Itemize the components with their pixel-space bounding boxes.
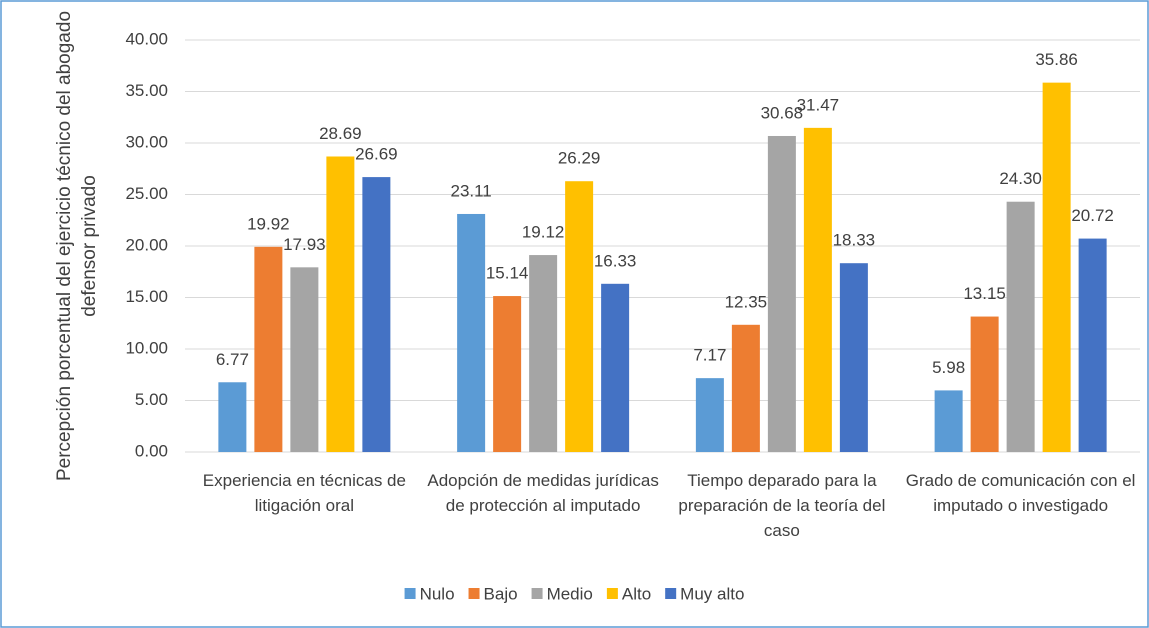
data-label: 16.33 [594,251,637,270]
data-label: 26.29 [558,149,601,168]
data-label: 19.12 [522,223,565,242]
bar [290,267,319,452]
data-label: 13.15 [963,284,1006,303]
legend: Nulo Bajo Medio Alto Muy alto [404,584,744,603]
legend-swatch [468,588,480,599]
bar [934,390,963,452]
legend-swatch [606,588,618,599]
data-label: 26.69 [355,145,398,164]
x-tick-label: Experiencia en técnicas de litigación ora… [203,471,406,515]
bar [1042,82,1071,452]
data-label: 31.47 [797,95,840,114]
legend-swatch [404,588,416,599]
bar [970,316,999,452]
data-label: 20.72 [1071,206,1114,225]
bar [695,378,724,452]
legend-label: Alto [622,584,651,603]
bar [529,255,558,452]
legend-swatch [665,588,677,599]
data-label: 35.86 [1035,50,1078,69]
data-label: 30.68 [761,103,804,122]
data-label: 12.35 [725,292,768,311]
bar [601,283,630,452]
data-label: 5.98 [932,358,965,377]
data-label: 18.33 [833,231,876,250]
legend-label: Bajo [484,584,518,603]
bar [731,324,760,452]
bar [565,181,594,452]
bar [218,382,247,452]
bar [457,213,486,452]
x-tick-label: Grado de comunicación con el imputado o i… [906,471,1136,515]
data-label: 24.30 [999,169,1042,188]
y-tick-label: 15.00 [125,287,168,306]
y-tick-label: 35.00 [125,81,168,100]
bar [839,263,868,452]
bar [803,127,832,452]
y-tick-label: 20.00 [125,235,168,254]
y-tick-label: 10.00 [125,338,168,357]
bar [254,246,283,452]
bar [362,177,391,452]
x-tick-label: Tiempo deparado para la preparación de la… [678,471,885,540]
y-tick-label: 30.00 [125,132,168,151]
legend-swatch [531,588,543,599]
data-label: 6.77 [216,350,249,369]
bar [1078,238,1107,452]
legend-label: Muy alto [680,584,744,603]
y-axis-label: Percepción porcentual del ejercicio técn… [54,11,100,481]
legend-label: Nulo [420,584,455,603]
y-tick-label: 0.00 [135,441,168,460]
legend-label: Medio [547,584,593,603]
bar [493,296,522,452]
data-label: 17.93 [283,235,326,254]
data-label: 19.92 [247,214,290,233]
data-label: 15.14 [486,264,529,283]
y-tick-label: 40.00 [125,29,168,48]
x-tick-label: Adopción de medidas jurídicas de protecci… [427,471,659,515]
bar [1006,201,1035,452]
bar [326,156,355,453]
y-tick-label: 5.00 [135,390,168,409]
y-tick-label: 25.00 [125,184,168,203]
data-label: 23.11 [450,181,491,200]
data-label: 28.69 [319,124,362,143]
data-label: 7.17 [693,346,726,365]
bar [767,135,796,452]
